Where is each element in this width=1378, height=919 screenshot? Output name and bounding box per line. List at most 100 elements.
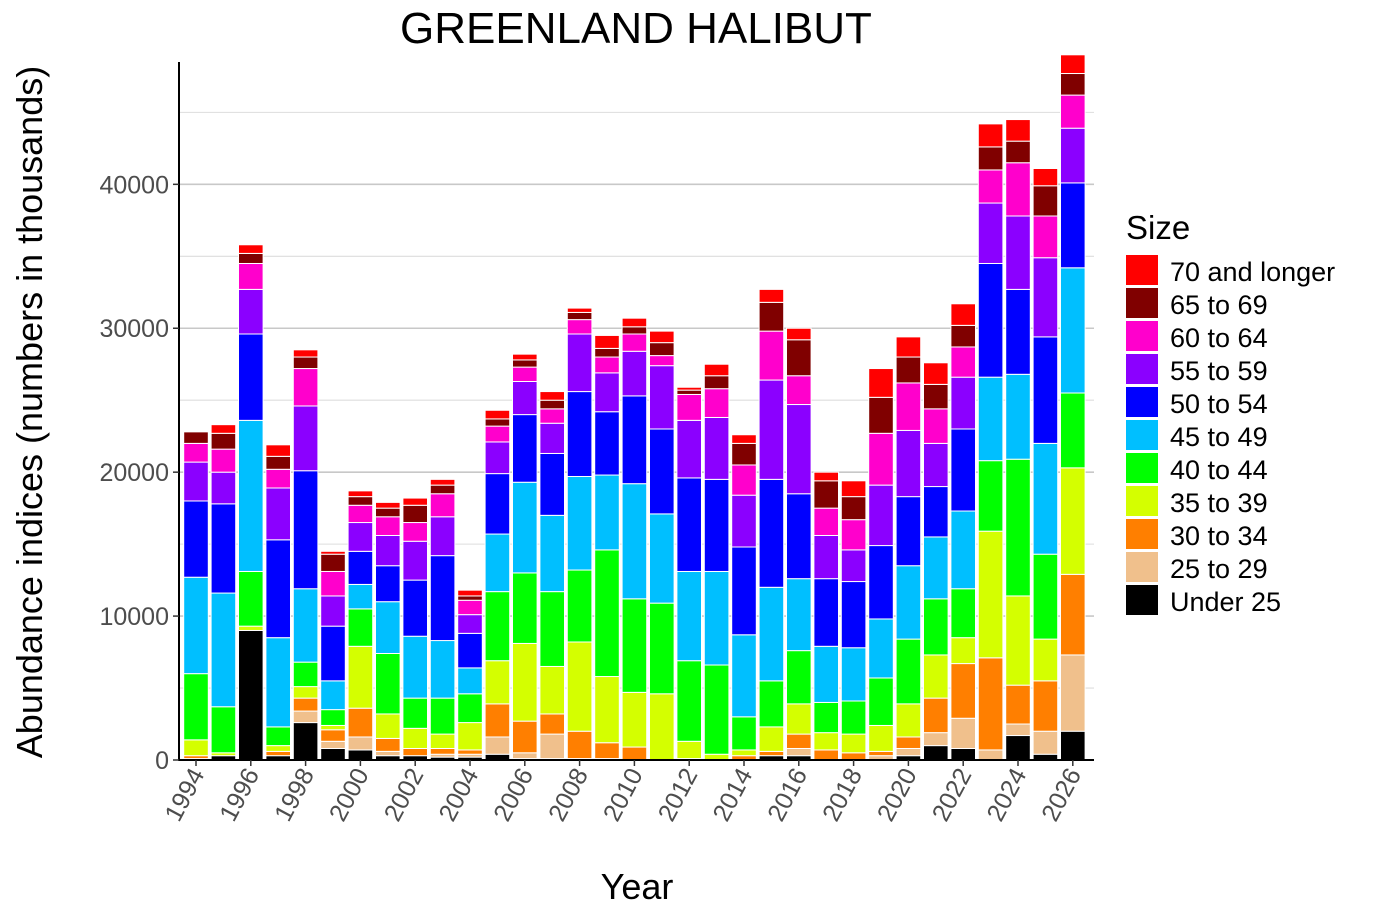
bar-segment [621, 326, 648, 335]
bar-segment [457, 693, 483, 724]
bar-segment [1060, 73, 1086, 96]
bar-segment [703, 363, 730, 377]
legend-title: Size [1126, 209, 1190, 246]
bar-segment [429, 555, 456, 642]
bar-segment [566, 311, 593, 321]
bar-segment [786, 493, 812, 580]
bar-segment [402, 635, 428, 699]
x-tick-label: 2024 [981, 764, 1032, 826]
legend-label: 40 to 44 [1170, 455, 1268, 485]
legend-label: 30 to 34 [1170, 521, 1268, 551]
legend-label: Under 25 [1170, 587, 1281, 617]
bar-segment [457, 589, 483, 597]
bar-segment [183, 431, 209, 444]
legend-label: 35 to 39 [1170, 488, 1268, 518]
bar-segment [484, 703, 511, 738]
bar-segment [539, 408, 566, 424]
bar-segment [292, 588, 319, 663]
bar-segment [977, 123, 1004, 148]
bar-segment [292, 710, 319, 724]
y-tick-label: 40000 [99, 171, 169, 199]
bar-segment [429, 493, 456, 518]
bar-segment [183, 673, 209, 741]
bar-segment [1032, 185, 1059, 217]
bar-segment [950, 637, 977, 665]
bar-segment [320, 550, 346, 555]
bar-segment [649, 355, 675, 367]
bar-segment [238, 629, 264, 761]
bar-segment [402, 522, 428, 542]
bar-segment [895, 703, 922, 738]
bar-segment [375, 737, 401, 752]
bar-segment [923, 745, 949, 761]
y-tick-label: 30000 [99, 315, 169, 343]
bar-segment [840, 496, 867, 521]
bar-segment [703, 375, 730, 390]
bar-segment [594, 347, 620, 358]
bar-segment [594, 474, 620, 551]
legend-swatch [1126, 354, 1158, 384]
x-tick-label: 2014 [707, 764, 758, 826]
bar-segment [238, 570, 264, 627]
bar-segment [512, 380, 538, 416]
bar-segment [292, 470, 319, 590]
bar-segment [457, 614, 483, 634]
bar-segment [594, 411, 620, 476]
bar-segment [923, 732, 949, 747]
bar-segment [977, 657, 1004, 751]
bar-segment [923, 383, 949, 410]
bar-segment [977, 749, 1004, 761]
legend-swatch [1126, 321, 1158, 351]
bar-segment [786, 747, 812, 757]
bar-segment [621, 395, 648, 485]
bar-segment [539, 713, 566, 735]
bar-segment [758, 680, 785, 728]
bar-segment [786, 733, 812, 749]
bar-segment [183, 739, 209, 757]
bar-segment [484, 425, 511, 443]
bar-segment [292, 661, 319, 688]
x-tick-label: 2002 [379, 764, 430, 826]
bar-segment [1005, 684, 1031, 725]
x-tick-label: 1998 [269, 764, 320, 826]
x-axis-title: Year [601, 866, 674, 907]
bar-segment [429, 516, 456, 557]
bar-segment [512, 720, 538, 754]
bar-segment [429, 747, 456, 755]
bar-segment [484, 736, 511, 755]
bar-segment [566, 333, 593, 393]
bar-segment [375, 516, 401, 536]
bar-segment [484, 473, 511, 535]
bar-segment [977, 202, 1004, 264]
bar-segment [265, 444, 291, 457]
bar-segment [484, 441, 511, 475]
bar-segment [265, 750, 291, 757]
bar-segment [813, 480, 840, 509]
bar-segment [1060, 182, 1086, 269]
y-tick-label: 0 [155, 747, 169, 775]
bar-segment [676, 419, 703, 479]
bar-segment [703, 388, 730, 418]
bar-segment [1032, 257, 1059, 338]
bar-segment [703, 664, 730, 755]
bar-segment [238, 333, 264, 421]
legend-swatch [1126, 552, 1158, 582]
bar-segment [429, 640, 456, 699]
legend-swatch [1126, 519, 1158, 549]
bar-segment [786, 339, 812, 377]
bar-segment [840, 700, 867, 735]
bar-segment [731, 546, 757, 636]
bar-segment [950, 747, 977, 761]
bar-segment [923, 598, 949, 656]
bar-segment [320, 680, 346, 711]
bar-segment [977, 146, 1004, 171]
bar-segment [457, 599, 483, 616]
bar-segment [238, 262, 264, 290]
bar-segment [539, 591, 566, 667]
bar-segment [923, 442, 949, 488]
bar-segment [758, 301, 785, 332]
bar-segment [950, 324, 977, 348]
bar-segment [512, 353, 538, 361]
axes [178, 62, 1094, 761]
